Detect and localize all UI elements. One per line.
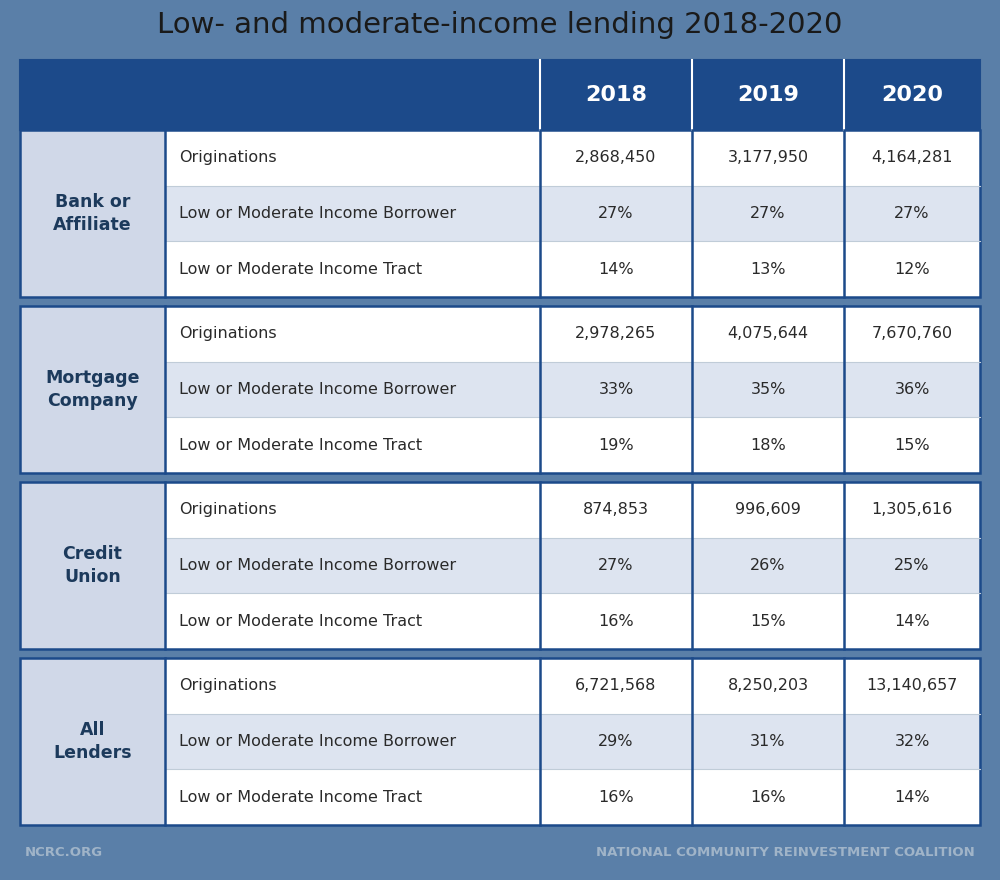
Text: Low or Moderate Income Borrower: Low or Moderate Income Borrower [179,558,456,573]
Text: 27%: 27% [598,206,634,221]
FancyBboxPatch shape [165,362,980,417]
FancyBboxPatch shape [165,769,980,825]
Text: 13,140,657: 13,140,657 [866,678,958,693]
Text: 14%: 14% [598,261,634,276]
Text: 8,250,203: 8,250,203 [727,678,809,693]
Text: 27%: 27% [598,558,634,573]
Text: 15%: 15% [894,437,930,452]
Text: 14%: 14% [894,789,930,804]
FancyBboxPatch shape [165,130,980,186]
Text: 31%: 31% [750,734,786,749]
Text: 35%: 35% [750,382,786,397]
Text: Low or Moderate Income Tract: Low or Moderate Income Tract [179,437,422,452]
Text: 2019: 2019 [737,85,799,105]
FancyBboxPatch shape [20,482,980,649]
FancyBboxPatch shape [165,538,980,593]
Text: 874,853: 874,853 [583,502,649,517]
Text: 32%: 32% [894,734,930,749]
Text: 36%: 36% [894,382,930,397]
Text: Low or Moderate Income Borrower: Low or Moderate Income Borrower [179,382,456,397]
FancyBboxPatch shape [20,306,165,473]
FancyBboxPatch shape [165,482,980,538]
FancyBboxPatch shape [165,658,980,714]
Text: 6,721,568: 6,721,568 [575,678,657,693]
Text: 996,609: 996,609 [735,502,801,517]
Text: Originations: Originations [179,326,277,341]
FancyBboxPatch shape [165,417,980,473]
FancyBboxPatch shape [165,241,980,297]
Text: Originations: Originations [179,678,277,693]
Text: 29%: 29% [598,734,634,749]
Text: Low or Moderate Income Tract: Low or Moderate Income Tract [179,261,422,276]
Text: 2018: 2018 [585,85,647,105]
Text: 2020: 2020 [881,85,943,105]
Text: 7,670,760: 7,670,760 [871,326,953,341]
Text: Low or Moderate Income Borrower: Low or Moderate Income Borrower [179,206,456,221]
Text: 4,075,644: 4,075,644 [727,326,809,341]
Text: All
Lenders: All Lenders [53,721,132,762]
Text: 13%: 13% [750,261,786,276]
Text: 3,177,950: 3,177,950 [727,150,809,165]
Text: Originations: Originations [179,502,277,517]
Text: 16%: 16% [598,789,634,804]
FancyBboxPatch shape [165,186,980,241]
FancyBboxPatch shape [20,130,165,297]
FancyBboxPatch shape [165,714,980,769]
Text: 27%: 27% [894,206,930,221]
Text: 12%: 12% [894,261,930,276]
Text: 14%: 14% [894,613,930,628]
Text: Low or Moderate Income Tract: Low or Moderate Income Tract [179,789,422,804]
Text: Bank or
Affiliate: Bank or Affiliate [53,193,132,234]
Text: NATIONAL COMMUNITY REINVESTMENT COALITION: NATIONAL COMMUNITY REINVESTMENT COALITIO… [596,846,975,859]
Text: 26%: 26% [750,558,786,573]
Text: 18%: 18% [750,437,786,452]
FancyBboxPatch shape [20,306,980,473]
Text: 16%: 16% [750,789,786,804]
Text: 27%: 27% [750,206,786,221]
Text: Credit
Union: Credit Union [63,545,122,586]
FancyBboxPatch shape [165,593,980,649]
Text: 2,868,450: 2,868,450 [575,150,657,165]
Text: 19%: 19% [598,437,634,452]
FancyBboxPatch shape [165,306,980,362]
FancyBboxPatch shape [20,658,980,825]
Text: Low- and moderate-income lending 2018-2020: Low- and moderate-income lending 2018-20… [157,11,843,39]
Text: 25%: 25% [894,558,930,573]
FancyBboxPatch shape [20,482,165,649]
Text: Low or Moderate Income Tract: Low or Moderate Income Tract [179,613,422,628]
Text: NCRC.ORG: NCRC.ORG [25,846,103,859]
Text: Mortgage
Company: Mortgage Company [45,369,140,410]
Text: 33%: 33% [598,382,634,397]
FancyBboxPatch shape [20,658,165,825]
Text: Originations: Originations [179,150,277,165]
FancyBboxPatch shape [20,130,980,297]
Text: 2,978,265: 2,978,265 [575,326,657,341]
Text: 1,305,616: 1,305,616 [871,502,953,517]
Text: 15%: 15% [750,613,786,628]
Text: Low or Moderate Income Borrower: Low or Moderate Income Borrower [179,734,456,749]
Text: 4,164,281: 4,164,281 [871,150,953,165]
FancyBboxPatch shape [20,60,980,130]
Text: 16%: 16% [598,613,634,628]
